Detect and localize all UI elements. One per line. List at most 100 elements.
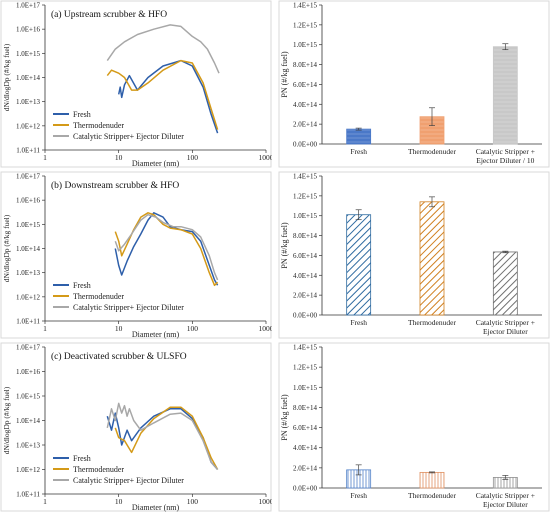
y-tick-label: 1.0E+17 xyxy=(16,2,40,10)
y-tick-label: 2.0E+14 xyxy=(293,464,317,472)
y-tick-label: 1.0E+16 xyxy=(16,26,40,34)
y-tick-label: 4.0E+14 xyxy=(293,101,317,109)
category-label-1: Thermodenuder xyxy=(408,491,456,500)
y-tick-label: 1.2E+15 xyxy=(293,364,317,372)
y-tick-label: 1.0E+15 xyxy=(16,221,40,229)
x-tick-label: 1000 xyxy=(259,153,273,162)
y-tick-label: 1.0E+13 xyxy=(16,98,40,106)
y-tick-label: 1.0E+16 xyxy=(16,197,40,205)
chart-c: 1.0E+11 1.0E+12 1.0E+13 1.0E+14 1.0E+15 1.0E+… xyxy=(0,342,274,512)
y-tick-label: 1.0E+11 xyxy=(16,491,40,499)
category-label-line: Fresh xyxy=(350,147,367,156)
chart-b-bars-svg: 0.0E+00 2.0E+14 4.0E+14 6.0E+14 8.0E+14 1.0E+… xyxy=(278,171,550,339)
category-label-0: Fresh xyxy=(350,318,367,327)
series-line-0 xyxy=(117,59,219,134)
y-tick-label: 1.0E+15 xyxy=(293,212,317,220)
x-tick-label: 100 xyxy=(187,153,199,162)
chart-b-bars: 0.0E+00 2.0E+14 4.0E+14 6.0E+14 8.0E+14 1.0E+… xyxy=(278,171,550,339)
chart-title: (c) Deactivated scrubber & ULSFO xyxy=(51,351,187,362)
y-tick-label: 1.0E+14 xyxy=(16,74,40,82)
x-axis-label: Diameter (nm) xyxy=(132,159,180,168)
category-label-2: Catalytic Stripper + Ejector Diluter xyxy=(476,318,535,336)
y-tick-label: 1.0E+12 xyxy=(16,293,40,301)
y-tick-label: 8.0E+14 xyxy=(293,61,317,69)
bar-2 xyxy=(492,251,518,316)
y-tick-label: 4.0E+14 xyxy=(293,272,317,280)
chart-c-svg: 1.0E+11 1.0E+12 1.0E+13 1.0E+14 1.0E+15 1.0E+… xyxy=(0,342,274,512)
category-label-2: Catalytic Stripper + Ejector Diluter xyxy=(476,491,535,509)
x-tick-label: 1 xyxy=(43,497,47,506)
y-axis-label: PN (#/kg fuel) xyxy=(280,222,289,269)
category-label-0: Fresh xyxy=(350,491,367,500)
x-tick-label: 10 xyxy=(115,497,123,506)
y-axis-label: dN/dlogDp (#/kg fuel) xyxy=(2,43,11,111)
series-line-2 xyxy=(106,402,219,470)
legend-label-2: Catalytic Stripper+ Ejector Diluter xyxy=(73,476,184,485)
x-axis-label: Diameter (nm) xyxy=(132,330,180,339)
legend-label-1: Thermodenuder xyxy=(73,292,124,301)
y-tick-label: 0.0E+00 xyxy=(293,141,317,149)
y-tick-label: 1.2E+15 xyxy=(293,21,317,29)
chart-title: (b) Downstream scrubber & HFO xyxy=(51,180,179,191)
legend-label-0: Fresh xyxy=(73,281,91,290)
series-line-2 xyxy=(114,213,219,281)
chart-frame xyxy=(0,342,272,512)
y-tick-label: 1.0E+15 xyxy=(16,50,40,58)
category-label-line: Catalytic Stripper + xyxy=(476,318,535,327)
category-label-line: Thermodenuder xyxy=(408,147,456,156)
category-label-line: Catalytic Stripper + xyxy=(476,491,535,500)
chart-a: 1.0E+11 1.0E+12 1.0E+13 1.0E+14 1.0E+15 1.0E+… xyxy=(0,0,274,168)
chart-c-bars: 0.0E+00 2.0E+14 4.0E+14 6.0E+14 8.0E+14 1.0E+… xyxy=(278,342,550,512)
legend-label-0: Fresh xyxy=(73,110,91,119)
y-axis-label: PN (#/kg fuel) xyxy=(280,51,289,98)
y-axis-label: PN (#/kg fuel) xyxy=(280,394,289,441)
chart-a-svg: 1.0E+11 1.0E+12 1.0E+13 1.0E+14 1.0E+15 1.0E+… xyxy=(0,0,274,168)
y-tick-label: 0.0E+00 xyxy=(293,312,317,320)
y-tick-label: 1.0E+14 xyxy=(16,417,40,425)
category-label-line: Ejector Diluter / 10 xyxy=(476,156,534,165)
category-label-line: Catalytic Stripper + xyxy=(476,147,535,156)
chart-title: (a) Upstream scrubber & HFO xyxy=(51,9,167,20)
y-axis-label: dN/dlogDp (#/kg fuel) xyxy=(2,214,11,282)
y-tick-label: 1.4E+15 xyxy=(293,173,317,181)
bar-0 xyxy=(346,128,372,145)
y-tick-label: 8.0E+14 xyxy=(293,232,317,240)
series-line-1 xyxy=(114,406,219,470)
y-tick-label: 1.2E+15 xyxy=(293,192,317,200)
chart-frame xyxy=(0,171,272,339)
y-tick-label: 1.0E+14 xyxy=(16,245,40,253)
y-tick-label: 1.0E+12 xyxy=(16,466,40,474)
x-tick-label: 100 xyxy=(187,324,199,333)
y-tick-label: 8.0E+14 xyxy=(293,404,317,412)
category-label-line: Ejector Diluter xyxy=(483,327,528,336)
chart-frame xyxy=(0,0,272,168)
bar-1 xyxy=(419,471,445,489)
y-tick-label: 1.0E+15 xyxy=(16,393,40,401)
x-tick-label: 1000 xyxy=(259,324,273,333)
category-label-1: Thermodenuder xyxy=(408,318,456,327)
bar-1 xyxy=(419,201,445,316)
category-label-line: Fresh xyxy=(350,318,367,327)
y-tick-label: 1.0E+15 xyxy=(293,384,317,392)
chart-b-svg: 1.0E+11 1.0E+12 1.0E+13 1.0E+14 1.0E+15 1.0E+… xyxy=(0,171,274,339)
series-line-1 xyxy=(106,59,219,130)
bar-0 xyxy=(346,214,372,316)
category-label-2: Catalytic Stripper + Ejector Diluter / 10 xyxy=(476,147,535,165)
category-label-1: Thermodenuder xyxy=(408,147,456,156)
category-label-line: Fresh xyxy=(350,491,367,500)
y-tick-label: 4.0E+14 xyxy=(293,444,317,452)
x-tick-label: 1 xyxy=(43,153,47,162)
x-tick-label: 1000 xyxy=(259,497,273,506)
y-tick-label: 1.0E+17 xyxy=(16,173,40,181)
legend-label-0: Fresh xyxy=(73,454,91,463)
y-axis-label: dN/dlogDp (#/kg fuel) xyxy=(2,386,11,454)
bar-2 xyxy=(492,46,518,145)
y-tick-label: 1.0E+13 xyxy=(16,269,40,277)
series-line-0 xyxy=(114,212,219,286)
y-tick-label: 6.0E+14 xyxy=(293,252,317,260)
y-tick-label: 1.0E+16 xyxy=(16,368,40,376)
series-line-2 xyxy=(106,24,220,74)
category-label-0: Fresh xyxy=(350,147,367,156)
legend-label-1: Thermodenuder xyxy=(73,121,124,130)
y-tick-label: 1.4E+15 xyxy=(293,344,317,352)
